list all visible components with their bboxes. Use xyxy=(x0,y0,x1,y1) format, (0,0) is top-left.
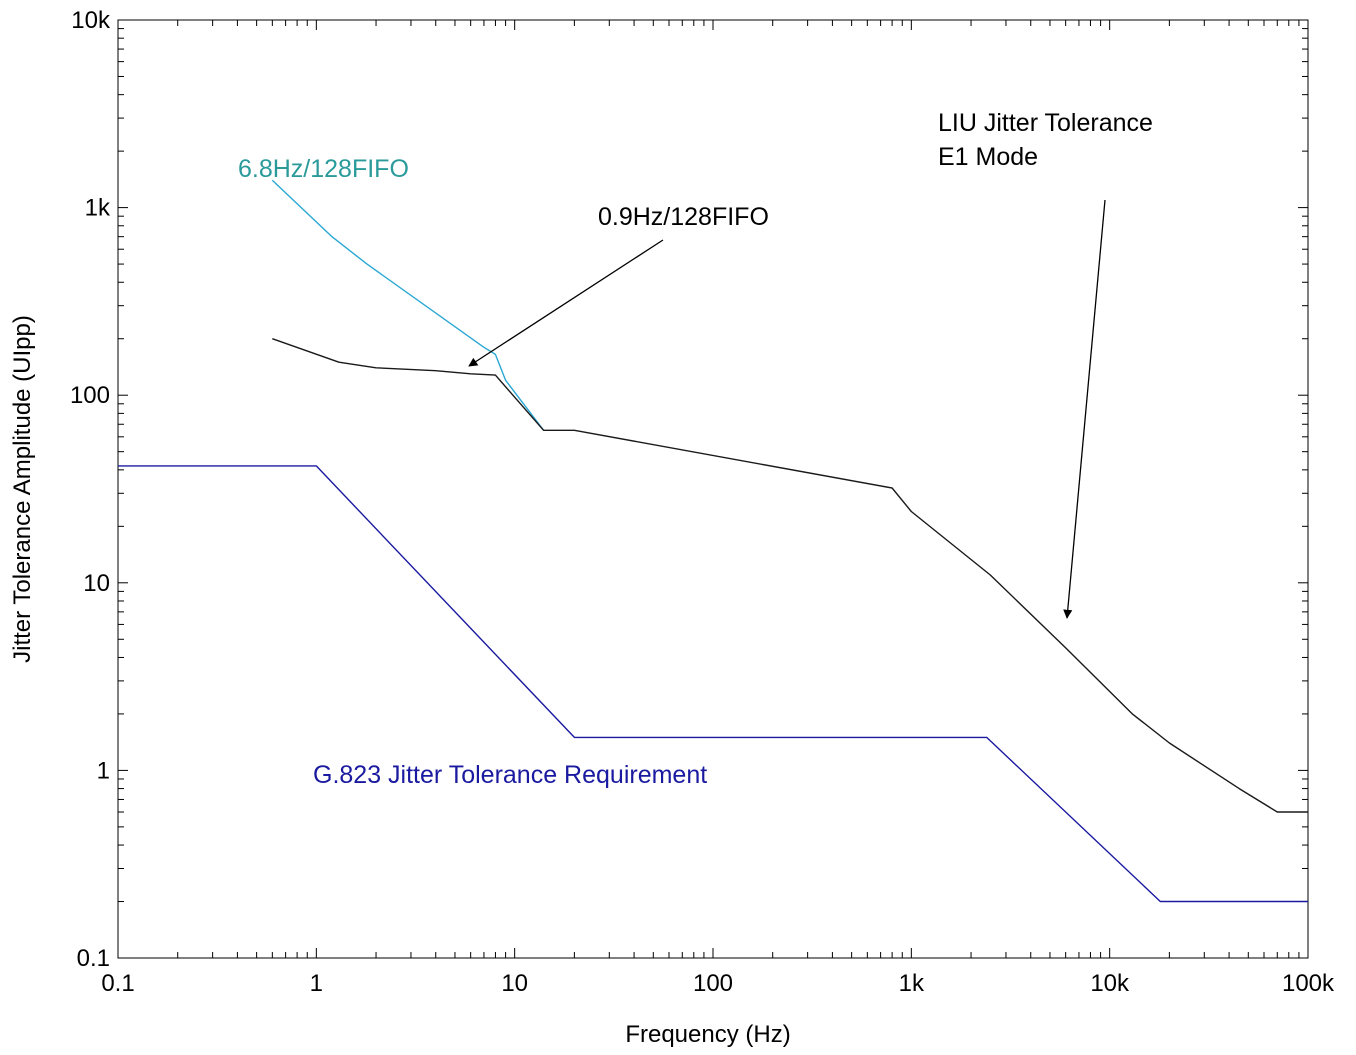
annotation-liu-title-line2: E1 Mode xyxy=(938,143,1038,171)
x-tick-label: 0.1 xyxy=(101,970,134,997)
series-line-0-9hz-128fifo xyxy=(272,338,1308,813)
y-tick-label: 10k xyxy=(71,7,111,34)
x-tick-label: 100 xyxy=(693,970,733,997)
y-tick-label: 1k xyxy=(85,195,111,222)
y-tick-label: 0.1 xyxy=(77,945,110,972)
series-line-g-823-jitter-tolerance-requirement xyxy=(118,465,1308,903)
x-tick-label: 10 xyxy=(501,970,528,997)
x-tick-label: 10k xyxy=(1090,970,1130,997)
x-tick-label: 1k xyxy=(899,970,925,997)
axis-tick-labels: 0.1 1 10 100 1k 10k 100k 0.1 1 10 100 1k 10k xyxy=(70,7,1335,997)
y-tick-label: 100 xyxy=(70,382,110,409)
y-tick-label: 1 xyxy=(97,757,110,784)
x-tick-label: 100k xyxy=(1282,970,1335,997)
y-axis-title: Jitter Tolerance Amplitude (UIpp) xyxy=(9,315,36,663)
arrow-liu xyxy=(1063,199,1106,619)
x-axis-title: Frequency (Hz) xyxy=(625,1021,790,1048)
arrow-0-9hz xyxy=(468,239,664,367)
y-tick-label: 10 xyxy=(83,570,110,597)
annotation-liu-title-line1: LIU Jitter Tolerance xyxy=(938,109,1153,137)
series-line-6-8hz-128fifo xyxy=(271,179,545,431)
annotation-6-8hz-fifo: 6.8Hz/128FIFO xyxy=(238,155,409,183)
series-lines xyxy=(118,179,1308,903)
x-tick-label: 1 xyxy=(310,970,323,997)
axis-ticks xyxy=(117,20,1308,959)
plot-frame xyxy=(117,19,1309,959)
annotation-0-9hz-fifo: 0.9Hz/128FIFO xyxy=(598,203,769,231)
annotation-g823-requirement: G.823 Jitter Tolerance Requirement xyxy=(313,761,707,789)
